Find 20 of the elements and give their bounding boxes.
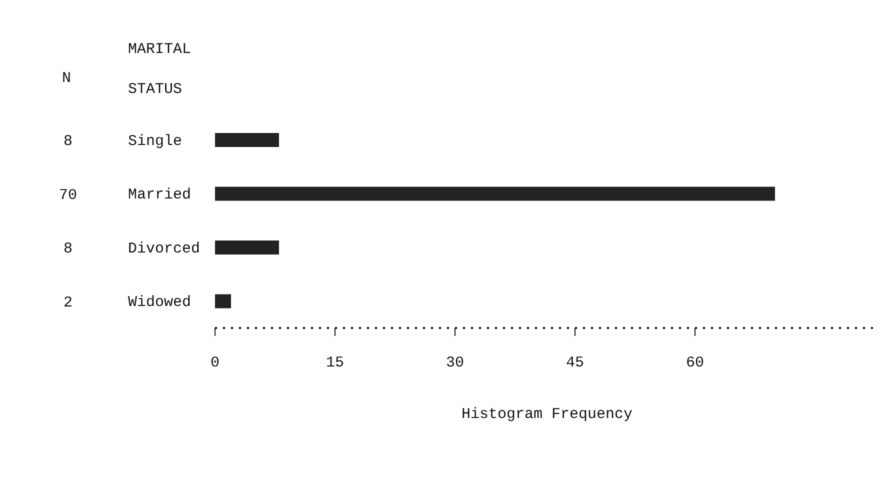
text: MARITAL STATUS bbox=[128, 41, 192, 98]
x-tick-label: 45 bbox=[566, 354, 584, 372]
x-tick-label: 30 bbox=[446, 354, 464, 372]
x-tick-label: 60 bbox=[686, 354, 704, 372]
y-tick-label: Widowed bbox=[128, 294, 192, 312]
x-tick-label: 15 bbox=[326, 354, 344, 372]
bar bbox=[215, 186, 775, 201]
bar bbox=[215, 294, 231, 308]
bar bbox=[215, 240, 279, 254]
data-label: 8 bbox=[63, 133, 73, 150]
data-label: 2 bbox=[63, 294, 73, 312]
y-tick-label: Single bbox=[128, 132, 182, 150]
y-tick-label: Married bbox=[128, 186, 192, 204]
text: N bbox=[62, 70, 72, 87]
x-tick-label: 0 bbox=[210, 354, 220, 372]
data-label: 70 bbox=[58, 186, 78, 204]
x-axis-title: Histogram Frequency bbox=[461, 406, 633, 423]
bar bbox=[215, 133, 279, 147]
data-label: 8 bbox=[63, 240, 73, 258]
y-tick-label: Divorced bbox=[128, 240, 200, 258]
